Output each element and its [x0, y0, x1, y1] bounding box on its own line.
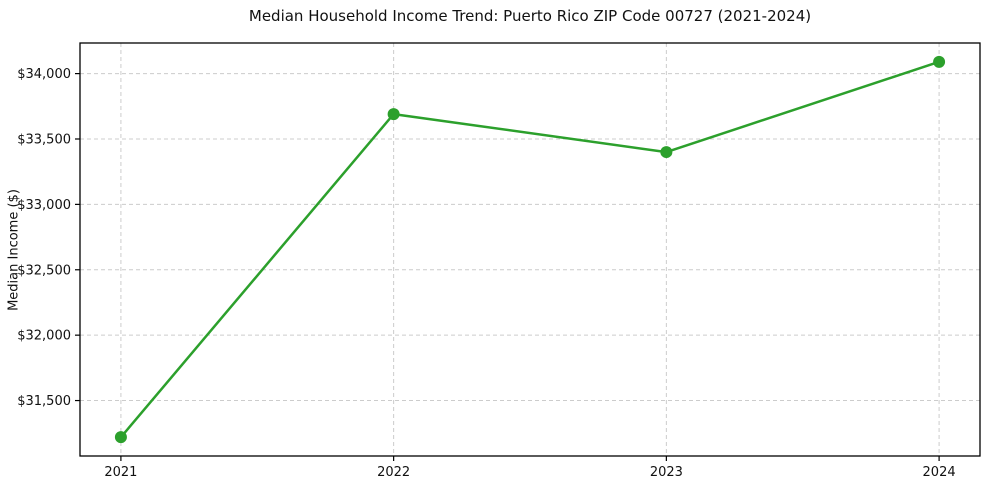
data-point	[660, 146, 673, 159]
data-point	[933, 55, 946, 68]
data-point	[387, 108, 400, 121]
chart-title: Median Household Income Trend: Puerto Ri…	[248, 7, 812, 25]
y-tick-label: $34,000	[17, 67, 71, 82]
x-tick-label: 2023	[650, 465, 683, 480]
trend-line	[119, 60, 941, 439]
y-tick-label: $33,000	[17, 198, 71, 213]
y-tick-label: $33,500	[17, 132, 71, 147]
x-tick-label: 2021	[104, 465, 137, 480]
x-tick-label: 2024	[923, 465, 956, 480]
y-tick-label: $32,500	[17, 263, 71, 278]
x-tick-label: 2022	[377, 465, 410, 480]
y-tick-label: $32,000	[17, 329, 71, 344]
axes-box	[79, 42, 981, 457]
y-tick-label: $31,500	[17, 394, 71, 409]
data-point	[114, 431, 127, 444]
